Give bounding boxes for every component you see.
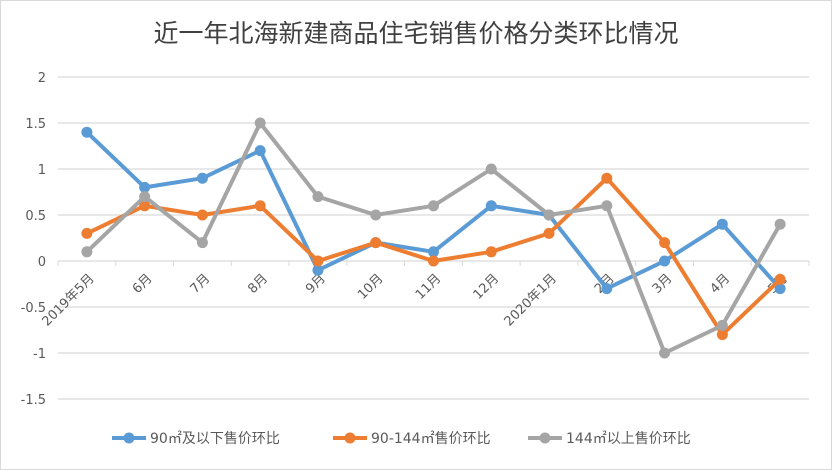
data-point xyxy=(543,209,555,221)
data-point xyxy=(774,273,786,285)
data-point xyxy=(659,347,671,359)
x-tick-label: 7月 xyxy=(188,271,214,297)
x-tick-label: 11月 xyxy=(413,271,444,302)
data-point xyxy=(601,283,613,295)
data-point xyxy=(428,255,439,267)
series-line xyxy=(85,121,782,355)
data-point xyxy=(659,255,671,267)
data-point xyxy=(428,246,439,258)
y-tick-label: 0 xyxy=(38,255,46,270)
data-point xyxy=(601,200,613,212)
data-point xyxy=(312,255,324,267)
data-point xyxy=(485,163,497,175)
data-point xyxy=(196,209,208,221)
legend-item: 144㎡以上售价环比 xyxy=(528,431,691,447)
legend-marker xyxy=(539,432,551,444)
data-point xyxy=(601,172,613,184)
series-1 xyxy=(81,126,786,295)
data-point xyxy=(774,218,786,230)
y-tick-label: -1 xyxy=(33,347,46,362)
data-point xyxy=(370,237,382,249)
x-tick-label: 3月 xyxy=(650,271,676,297)
data-point xyxy=(196,237,208,249)
data-point xyxy=(254,145,266,157)
data-point xyxy=(543,227,555,239)
data-point xyxy=(716,329,728,341)
y-tick-label: 1 xyxy=(38,163,46,178)
data-point xyxy=(254,117,266,129)
data-point xyxy=(196,172,208,184)
x-tick-label: 6月 xyxy=(130,271,156,297)
data-point xyxy=(485,200,497,212)
series-3 xyxy=(81,117,786,359)
y-tick-label: -1.5 xyxy=(21,393,46,408)
data-point xyxy=(716,218,728,230)
legend-marker xyxy=(344,432,356,444)
legend-marker xyxy=(123,432,135,444)
x-tick-label: 2019年5月 xyxy=(39,271,97,329)
data-point xyxy=(81,227,93,239)
data-point xyxy=(81,246,93,258)
series-2 xyxy=(81,172,786,341)
data-point xyxy=(774,283,786,295)
y-tick-label: 1.5 xyxy=(25,117,46,132)
data-point xyxy=(312,191,324,203)
y-tick-label: 2 xyxy=(38,71,46,86)
legend-item: 90㎡及以下售价环比 xyxy=(112,431,280,447)
x-tick-label: 8月 xyxy=(245,271,271,297)
data-point xyxy=(659,237,671,249)
legend-label: 90-144㎡售价环比 xyxy=(371,431,491,447)
data-point xyxy=(370,209,382,221)
data-point xyxy=(139,181,151,193)
data-point xyxy=(254,200,266,212)
x-tick-label: 12月 xyxy=(471,271,502,302)
data-point xyxy=(312,264,324,276)
y-tick-label: 0.5 xyxy=(25,209,46,224)
data-point xyxy=(485,246,497,258)
data-point xyxy=(428,200,439,212)
legend-item: 90-144㎡售价环比 xyxy=(333,431,491,447)
data-point xyxy=(139,200,151,212)
legend-label: 144㎡以上售价环比 xyxy=(566,431,691,447)
chart-title: 近一年北海新建商品住宅销售价格分类环比情况 xyxy=(153,19,679,48)
x-tick-label: 4月 xyxy=(708,271,734,297)
data-point xyxy=(81,126,93,138)
x-tick-label: 2020年1月 xyxy=(502,271,560,329)
x-tick-label: 10月 xyxy=(355,271,386,302)
data-point xyxy=(139,191,151,203)
legend-label: 90㎡及以下售价环比 xyxy=(150,431,280,447)
data-point xyxy=(716,319,728,331)
y-tick-label: -0.5 xyxy=(21,301,46,316)
